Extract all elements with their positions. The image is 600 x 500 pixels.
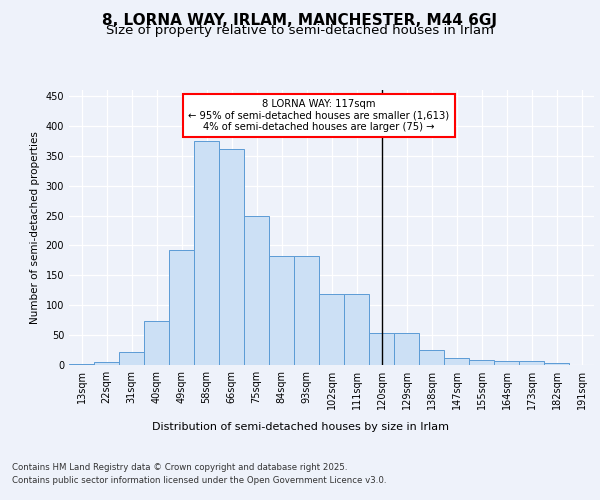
Text: 8, LORNA WAY, IRLAM, MANCHESTER, M44 6GJ: 8, LORNA WAY, IRLAM, MANCHESTER, M44 6GJ [103,12,497,28]
Bar [369,334,394,365]
Bar [494,362,519,365]
Bar [219,148,244,365]
Text: Contains HM Land Registry data © Crown copyright and database right 2025.: Contains HM Land Registry data © Crown c… [12,462,347,471]
Bar [194,141,219,365]
Bar [469,360,494,365]
Bar [344,294,369,365]
Bar [244,216,269,365]
Bar [144,322,169,365]
Bar [294,256,319,365]
Bar [269,256,294,365]
Bar [69,364,94,365]
Text: Size of property relative to semi-detached houses in Irlam: Size of property relative to semi-detach… [106,24,494,37]
Bar [519,362,544,365]
Text: 8 LORNA WAY: 117sqm
← 95% of semi-detached houses are smaller (1,613)
4% of semi: 8 LORNA WAY: 117sqm ← 95% of semi-detach… [188,99,449,132]
Bar [544,363,569,365]
Bar [419,350,444,365]
Text: Contains public sector information licensed under the Open Government Licence v3: Contains public sector information licen… [12,476,386,485]
Bar [319,294,344,365]
Bar [94,362,119,365]
Bar [394,334,419,365]
Y-axis label: Number of semi-detached properties: Number of semi-detached properties [30,131,40,324]
Text: Distribution of semi-detached houses by size in Irlam: Distribution of semi-detached houses by … [151,422,449,432]
Bar [119,352,144,365]
Bar [444,358,469,365]
Bar [169,250,194,365]
